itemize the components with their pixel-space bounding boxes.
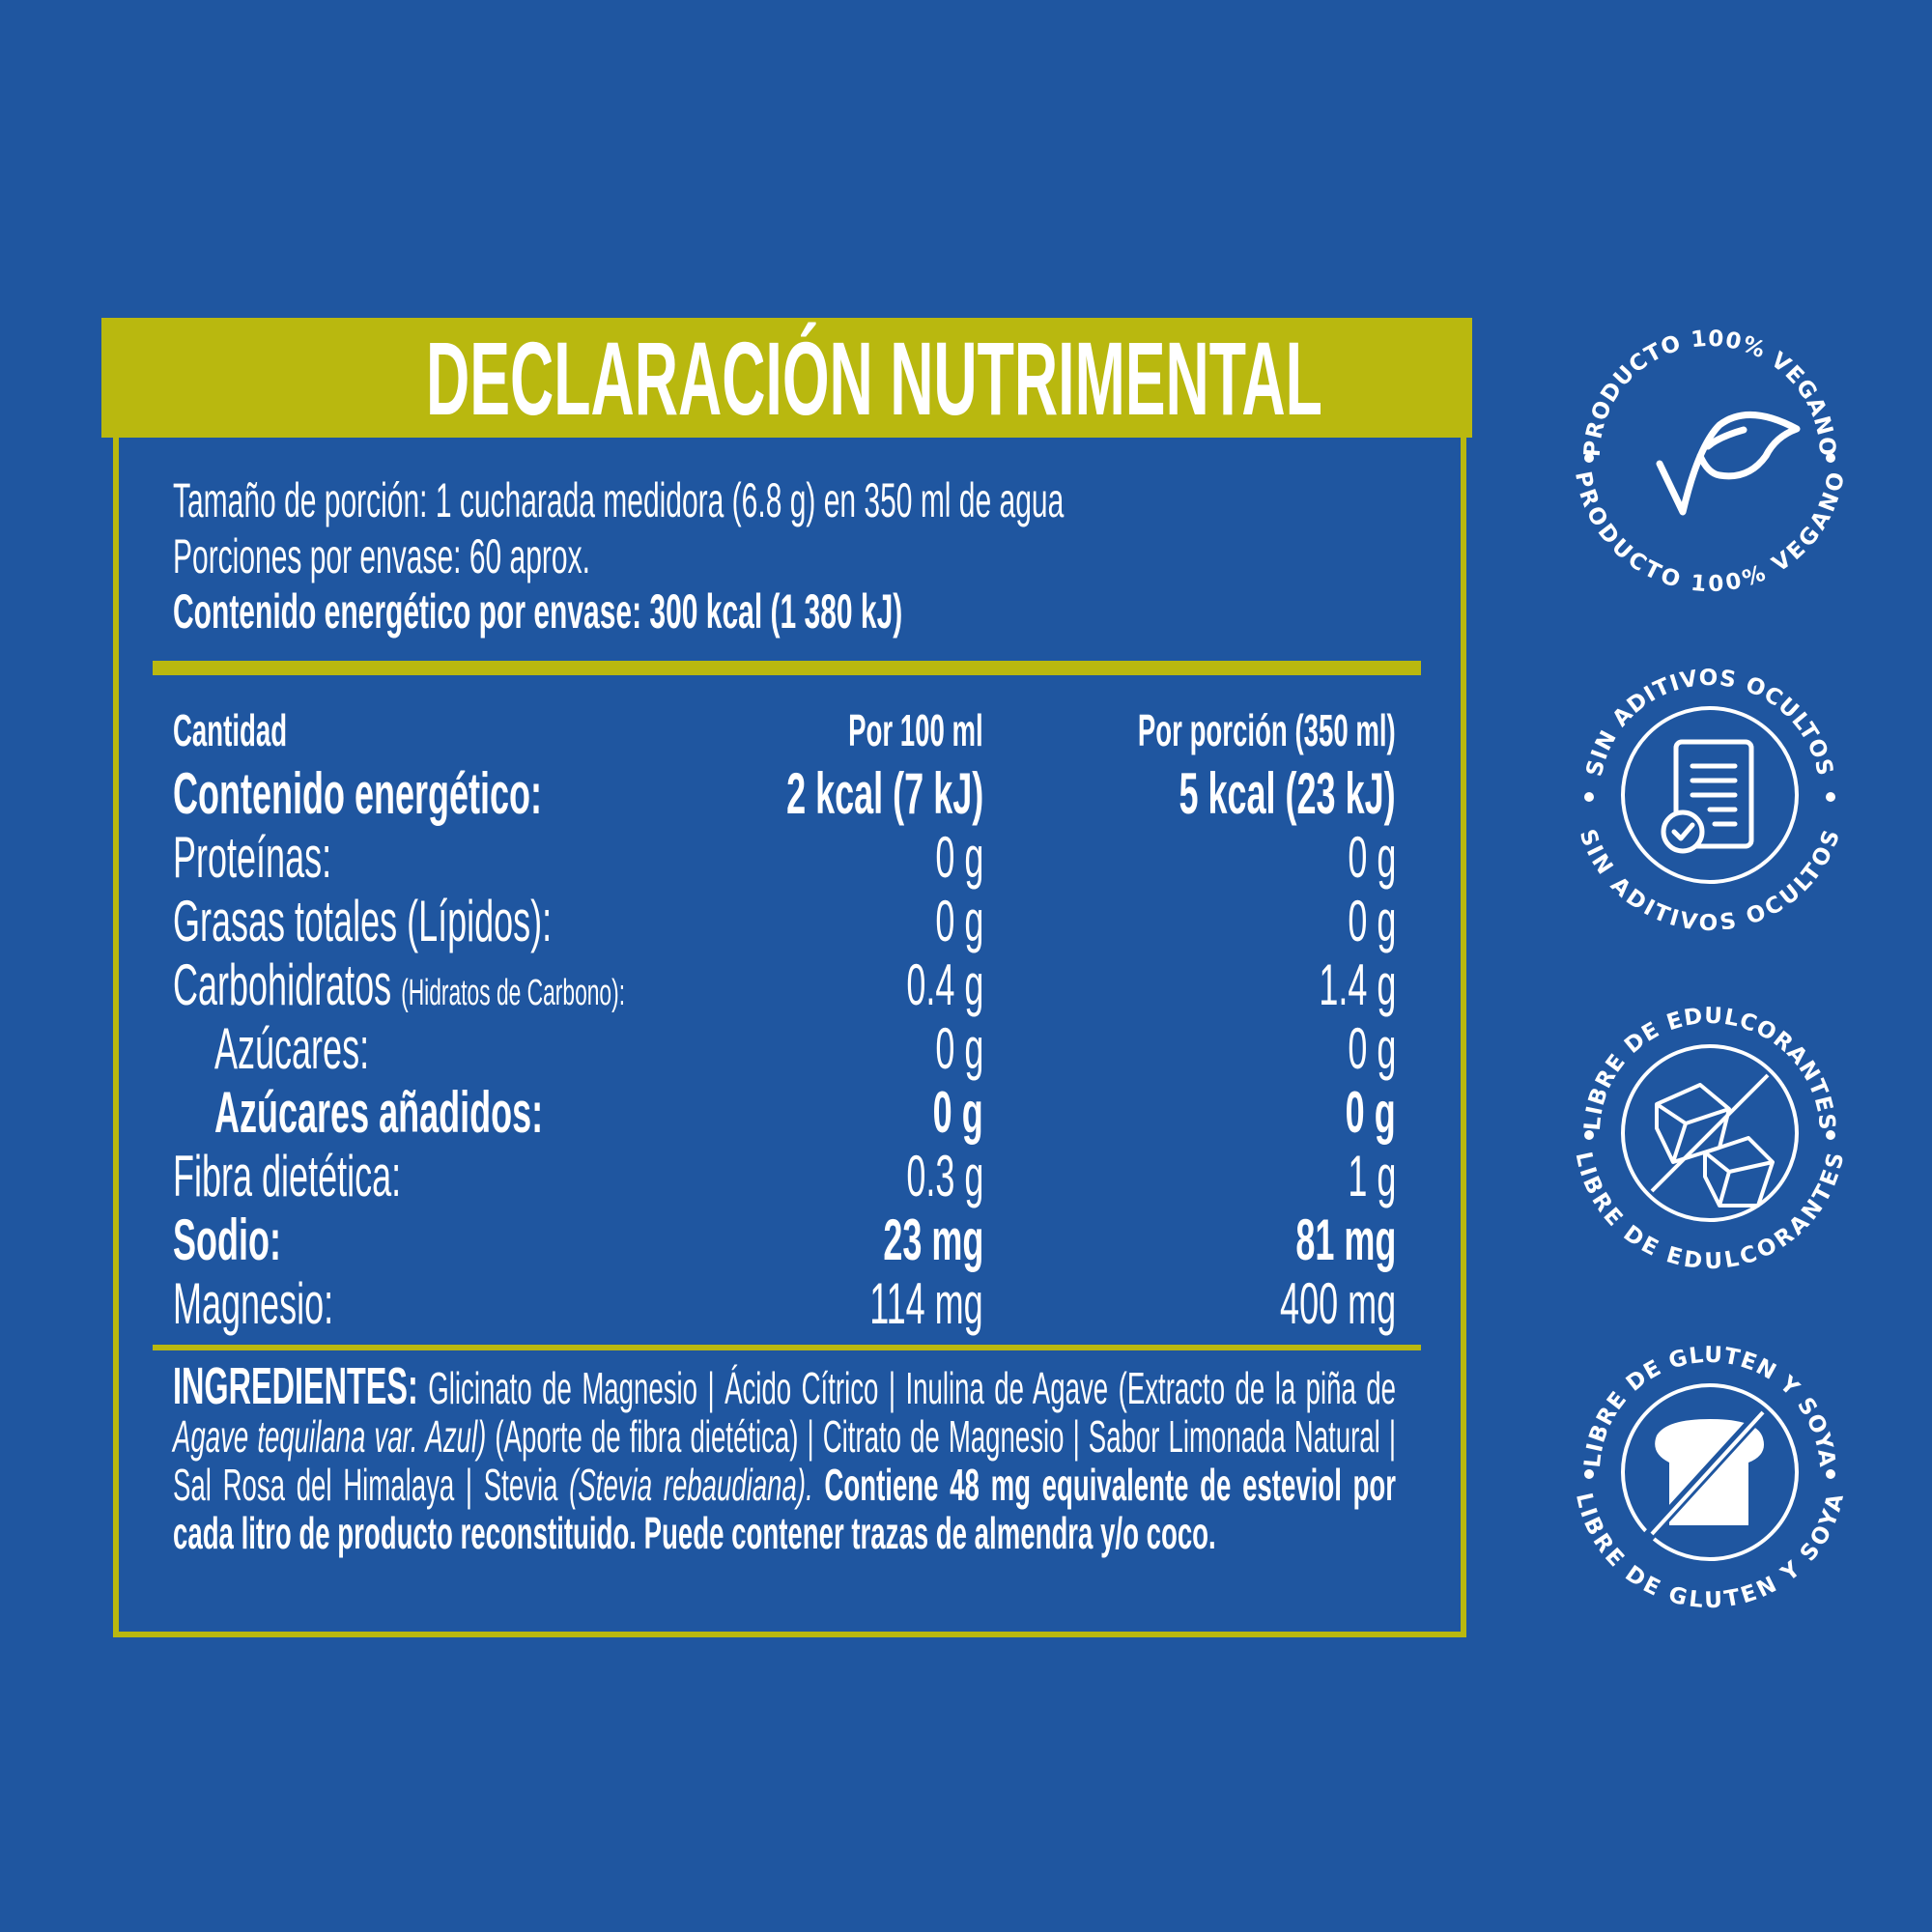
table-row: Sodio: 23 mg 81 mg [0,1209,1932,1271]
row-label: Magnesio: [173,1271,334,1336]
table-header: Cantidad Por 100 ml Por porción (350 ml) [0,699,1932,761]
row-value-portion: 81 mg [1294,1208,1396,1272]
sugar-cubes-crossed-icon [1650,1073,1775,1208]
row-value-100ml: 23 mg [882,1208,983,1272]
table-row: Azúcares añadidos: 0 g 0 g [0,1082,1932,1144]
row-value-portion: 400 mg [1279,1271,1396,1336]
ingredients-text: INGREDIENTES: Glicinato de Magnesio | Ác… [173,1360,1397,1558]
ingredients-heading: INGREDIENTES: [173,1357,418,1415]
document-check-icon [1661,739,1754,854]
table-row: Magnesio: 114 mg 400 mg [0,1273,1932,1335]
ingredients-part: Glicinato de Magnesio | Ácido Cítrico | … [417,1363,1396,1413]
badge-sweetener-free: LIBRE DE EDULCORANTES LIBRE DE EDULCORAN… [1571,1004,1850,1274]
divider-thin [153,1345,1421,1350]
row-value-portion: 5 kcal (23 kJ) [1179,761,1396,826]
row-value-portion: 1 g [1347,1144,1396,1208]
row-value-portion: 1.4 g [1318,952,1396,1017]
svg-text:SIN ADITIVOS OCULTOS: SIN ADITIVOS OCULTOS [1582,666,1838,779]
table-row: Proteínas: 0 g 0 g [0,827,1932,889]
row-value-100ml: 0 g [932,1080,983,1145]
row-value-100ml: 0.3 g [905,1144,983,1208]
svg-text:PRODUCTO 100% VEGANO: PRODUCTO 100% VEGANO [1570,469,1850,597]
row-label: Grasas totales (Lípidos): [173,889,553,953]
vegan-leaf-check-icon [1656,412,1801,516]
row-label: Azúcares añadidos: [214,1080,544,1145]
header-per-100ml: Por 100 ml [848,705,983,755]
row-value-100ml: 0 g [934,889,983,953]
row-label: Fibra dietética: [173,1144,402,1208]
badge-vegan: PRODUCTO 100% VEGANO PRODUCTO 100% VEGAN… [1570,327,1850,598]
svg-text:LIBRE DE EDULCORANTES: LIBRE DE EDULCORANTES [1571,1150,1850,1274]
row-value-portion: 0 g [1347,889,1396,953]
header-quantity: Cantidad [173,705,288,755]
badge-no-additives: SIN ADITIVOS OCULTOS SIN ADITIVOS OCULTO… [1575,666,1845,936]
row-value-portion: 0 g [1345,1080,1396,1145]
title-bar: DECLARACIÓN NUTRIMENTAL [101,318,1472,438]
row-label: Azúcares: [214,1016,370,1081]
row-value-portion: 0 g [1347,1016,1396,1081]
table-row: Azúcares: 0 g 0 g [0,1018,1932,1080]
row-value-100ml: 114 mg [869,1271,983,1336]
nutrition-panel [113,438,1466,1637]
header-per-portion: Por porción (350 ml) [1138,705,1396,755]
bread-crossed-icon [1642,1410,1765,1543]
energy-per-package: Contenido energético por envase: 300 kca… [173,584,903,639]
row-label: Sodio: [173,1208,281,1272]
row-label: Carbohidratos [173,952,392,1017]
table-row: Grasas totales (Lípidos): 0 g 0 g [0,891,1932,952]
table-row: Fibra dietética: 0.3 g 1 g [0,1146,1932,1208]
divider-thick [153,661,1421,675]
ingredients-italic: (Stevia rebaudiana). [569,1460,813,1510]
row-value-100ml: 0 g [934,825,983,890]
serving-size: Tamaño de porción: 1 cucharada medidora … [173,473,1065,527]
row-label: Proteínas: [173,825,332,890]
svg-text:LIBRE DE EDULCORANTES: LIBRE DE EDULCORANTES [1580,1004,1839,1132]
portions-per-package: Porciones por envase: 60 aprox. [173,529,590,583]
ingredients-note: Contiene 48 mg equivalente de esteviol p… [173,1460,1397,1558]
row-value-100ml: 0.4 g [905,952,983,1017]
table-row: Carbohidratos (Hidratos de Carbono): 0.4… [0,954,1932,1016]
page-title: DECLARACIÓN NUTRIMENTAL [425,320,1322,437]
badge-gluten-soy-free: LIBRE DE GLUTEN Y SOYA LIBRE DE GLUTEN Y… [1571,1343,1848,1613]
table-row: Contenido energético: 2 kcal (7 kJ) 5 kc… [0,763,1932,825]
row-label: Contenido energético: [173,761,543,826]
ingredients-part: (Aporte de fibra dietética) | Citrato de… [173,1411,1397,1510]
row-value-portion: 0 g [1347,825,1396,890]
row-sublabel: (Hidratos de Carbono): [401,973,626,1013]
row-value-100ml: 2 kcal (7 kJ) [785,761,983,826]
ingredients-italic: Agave tequilana var. Azul) [173,1411,487,1462]
row-value-100ml: 0 g [934,1016,983,1081]
